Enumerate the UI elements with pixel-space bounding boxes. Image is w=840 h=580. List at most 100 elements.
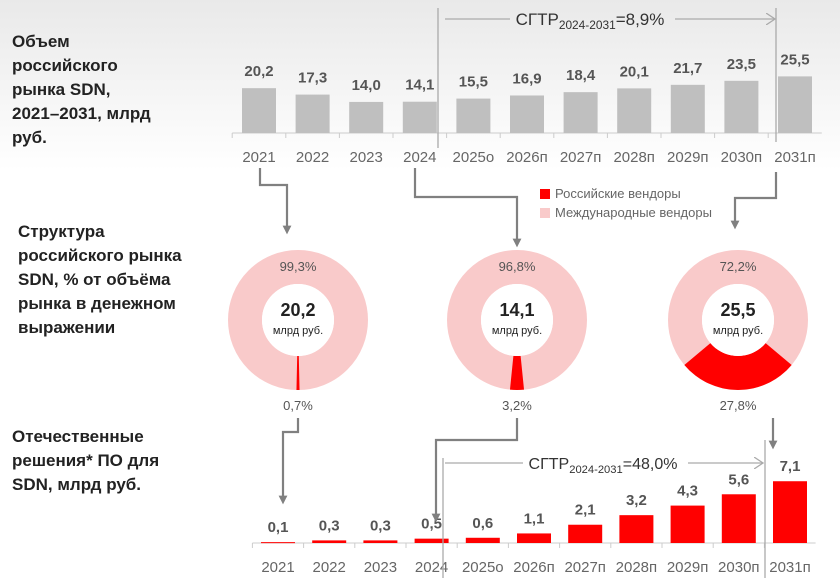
cagr-part: =48,0% <box>623 456 678 473</box>
market-bar <box>456 98 491 133</box>
domestic-value-label: 0,5 <box>421 516 442 533</box>
donut-international-label: 96,8% <box>499 259 536 274</box>
cagr-part: СГТР <box>529 456 570 473</box>
connector-2021-top-arrow <box>258 168 292 235</box>
domestic-category-label: 2028п <box>616 559 658 576</box>
domestic-category-label: 2024 <box>415 559 448 576</box>
market-category-label: 2021 <box>242 149 275 166</box>
donut-total: 14,1 <box>499 300 534 320</box>
market-value-label: 17,3 <box>298 70 327 87</box>
donut-unit: млрд руб. <box>713 325 763 337</box>
domestic-category-label: 2025о <box>462 559 504 576</box>
donut-domestic-slice <box>296 355 300 390</box>
market-value-label: 20,2 <box>244 63 273 80</box>
cagr-part: =8,9% <box>616 10 665 29</box>
market-bar <box>617 88 652 133</box>
market-value-label: 25,5 <box>780 51 809 68</box>
market-value-label: 16,9 <box>512 70 541 87</box>
domestic-value-label: 0,3 <box>370 517 391 534</box>
top-chart-label: Объем российского рынка SDN, 2021–2031, … <box>12 32 151 147</box>
legend-domestic: Российские вендоры <box>540 184 712 203</box>
donut-domestic-slice <box>509 355 525 390</box>
market-category-label: 2022 <box>296 149 329 166</box>
market-category-label: 2031п <box>774 149 816 166</box>
domestic-category-label: 2029п <box>667 559 709 576</box>
domestic-value-label: 7,1 <box>780 458 801 475</box>
cagr-part: СГТР <box>516 10 559 29</box>
domestic-value-label: 0,1 <box>268 519 289 536</box>
market-bar <box>242 88 276 133</box>
market-bar <box>402 101 437 133</box>
donut-unit: млрд руб. <box>273 325 323 337</box>
domestic-category-label: 2021 <box>261 559 294 576</box>
legend-swatch-international <box>540 208 550 218</box>
market-category-label: 2027п <box>560 149 602 166</box>
donut-domestic-slice <box>684 343 792 390</box>
donut-unit: млрд руб. <box>492 325 542 337</box>
market-category-label: 2025о <box>453 149 495 166</box>
domestic-category-label: 2026п <box>513 559 555 576</box>
domestic-category-label: 2027п <box>564 559 606 576</box>
domestic-bar <box>670 505 705 543</box>
market-value-label: 23,5 <box>727 56 756 73</box>
market-bar <box>295 94 330 133</box>
domestic-bar <box>517 533 551 543</box>
domestic-value-label: 0,3 <box>319 517 340 534</box>
domestic-bar <box>721 494 756 543</box>
market-category-label: 2028п <box>613 149 655 166</box>
legend-text-domestic: Российские вендоры <box>555 186 681 201</box>
legend-international: Международные вендоры <box>540 203 712 222</box>
market-category-label: 2024 <box>403 149 436 166</box>
donut-hole <box>262 284 334 356</box>
domestic-category-label: 2023 <box>364 559 397 576</box>
market-bar <box>563 92 598 133</box>
legend-text-international: Международные вендоры <box>555 205 712 220</box>
domestic-value-label: 3,2 <box>626 492 647 509</box>
domestic-bar <box>773 481 807 543</box>
donut-domestic-label: 0,7% <box>283 398 313 413</box>
bottom-chart-label: Отечественные решения* ПО для SDN, млрд … <box>12 427 160 494</box>
market-category-label: 2029п <box>667 149 709 166</box>
market-bar <box>670 84 705 133</box>
market-value-label: 20,1 <box>620 63 649 80</box>
market-value-label: 18,4 <box>566 67 596 84</box>
cagr-period: 2024-2031 <box>559 18 616 32</box>
donut-international-label: 72,2% <box>720 259 757 274</box>
connector-2024-top-arrow <box>413 168 522 248</box>
donut-hole <box>702 284 774 356</box>
market-category-label: 2023 <box>350 149 383 166</box>
domestic-value-label: 1,1 <box>524 510 545 527</box>
market-value-label: 14,0 <box>352 77 381 94</box>
donut-domestic-label: 3,2% <box>502 398 532 413</box>
domestic-value-label: 4,3 <box>677 483 698 500</box>
market-bar <box>778 76 812 133</box>
domestic-value-label: 5,6 <box>728 471 749 488</box>
domestic-category-label: 2031п <box>769 559 811 576</box>
domestic-category-label: 2022 <box>313 559 346 576</box>
domestic-value-label: 2,1 <box>575 502 596 519</box>
domestic-category-label: 2030п <box>718 559 760 576</box>
domestic-value-label: 0,6 <box>472 515 493 532</box>
market-value-label: 15,5 <box>459 74 488 91</box>
market-value-label: 14,1 <box>405 77 434 94</box>
donut-domestic-label: 27,8% <box>720 398 757 413</box>
legend: Российские вендоры Международные вендоры <box>540 184 712 222</box>
donut-total: 20,2 <box>280 300 315 320</box>
domestic-cagr-text: СГТР2024-2031=48,0% <box>529 456 678 476</box>
market-bar <box>349 101 384 133</box>
legend-swatch-domestic <box>540 189 550 199</box>
domestic-bar <box>363 540 398 543</box>
connector-2021-bottom-arrow <box>278 418 300 505</box>
cagr-period: 2024-2031 <box>569 464 623 476</box>
donut-hole <box>481 284 553 356</box>
connector-2024-bottom-arrow <box>431 418 519 523</box>
market-category-label: 2030п <box>721 149 763 166</box>
market-bar <box>724 80 759 133</box>
donut-international-label: 99,3% <box>280 259 317 274</box>
domestic-bar <box>414 538 449 543</box>
market-bar <box>510 95 544 133</box>
structure-label: Структура российского рынка SDN, % от об… <box>18 222 182 337</box>
domestic-bar <box>568 524 603 543</box>
